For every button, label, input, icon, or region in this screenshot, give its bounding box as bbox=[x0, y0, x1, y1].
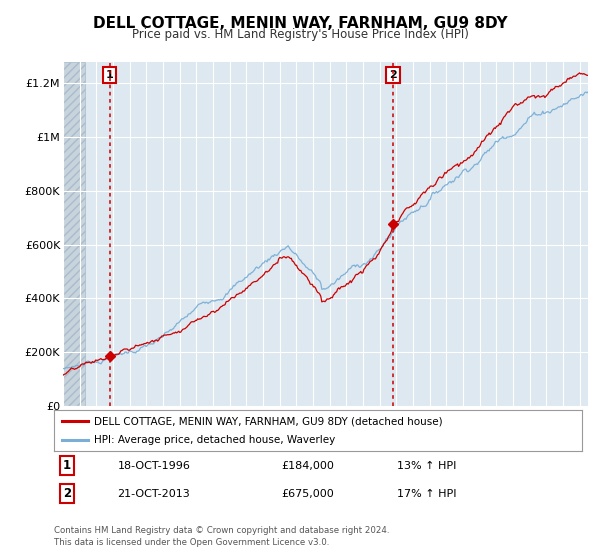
Text: £184,000: £184,000 bbox=[281, 461, 334, 471]
Bar bbox=[63, 62, 85, 406]
Text: 1: 1 bbox=[63, 459, 71, 473]
Text: 2: 2 bbox=[63, 487, 71, 501]
Text: 18-OCT-1996: 18-OCT-1996 bbox=[118, 461, 190, 471]
Text: 13% ↑ HPI: 13% ↑ HPI bbox=[397, 461, 457, 471]
Text: 21-OCT-2013: 21-OCT-2013 bbox=[118, 489, 190, 499]
Text: 1: 1 bbox=[106, 70, 113, 80]
Text: DELL COTTAGE, MENIN WAY, FARNHAM, GU9 8DY: DELL COTTAGE, MENIN WAY, FARNHAM, GU9 8D… bbox=[92, 16, 508, 31]
Text: 17% ↑ HPI: 17% ↑ HPI bbox=[397, 489, 457, 499]
Text: Contains HM Land Registry data © Crown copyright and database right 2024.
This d: Contains HM Land Registry data © Crown c… bbox=[54, 526, 389, 547]
Text: Price paid vs. HM Land Registry's House Price Index (HPI): Price paid vs. HM Land Registry's House … bbox=[131, 28, 469, 41]
Text: DELL COTTAGE, MENIN WAY, FARNHAM, GU9 8DY (detached house): DELL COTTAGE, MENIN WAY, FARNHAM, GU9 8D… bbox=[94, 417, 442, 426]
Text: HPI: Average price, detached house, Waverley: HPI: Average price, detached house, Wave… bbox=[94, 435, 335, 445]
Text: 2: 2 bbox=[389, 70, 397, 80]
Text: £675,000: £675,000 bbox=[281, 489, 334, 499]
